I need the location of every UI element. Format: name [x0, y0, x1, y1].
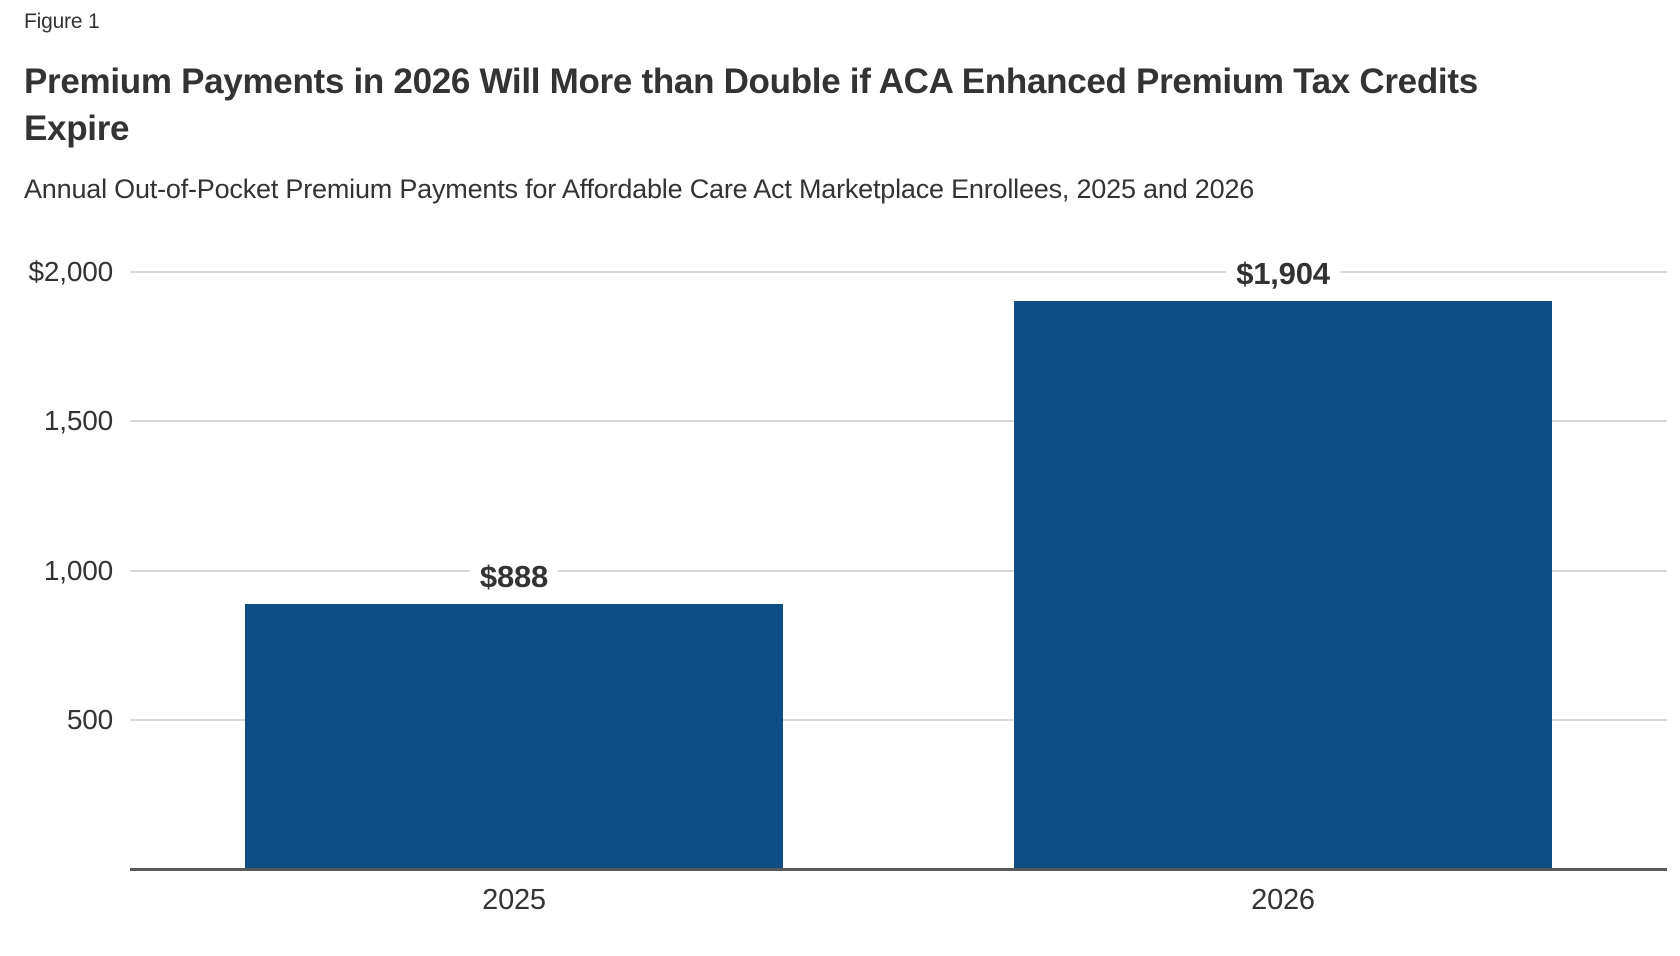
- x-axis-line: [130, 868, 1667, 871]
- y-axis-tick-label: 1,000: [43, 554, 113, 586]
- figure-label: Figure 1: [24, 10, 100, 33]
- gridline: [130, 569, 1667, 572]
- y-axis-tick-label: 1,500: [43, 405, 113, 437]
- bar-2026: [1014, 300, 1552, 869]
- x-axis-label: 2025: [482, 884, 546, 916]
- bar-2025: [245, 603, 783, 869]
- y-axis-tick-label: 500: [66, 703, 113, 735]
- gridline: [130, 271, 1667, 273]
- bar-value-label: $1,904: [1133, 254, 1433, 294]
- x-axis-label: 2026: [1251, 884, 1315, 916]
- bar-value-label: $888: [364, 557, 664, 597]
- bar-value-text: $1,904: [1226, 255, 1340, 291]
- bar-value-text: $888: [469, 558, 559, 594]
- chart-subtitle: Annual Out-of-Pocket Premium Payments fo…: [24, 174, 1255, 204]
- chart-title: Premium Payments in 2026 Will More than …: [24, 62, 1478, 148]
- y-axis-tick-label: $2,000: [28, 256, 114, 287]
- gridline: [130, 420, 1667, 423]
- gridline: [130, 718, 1667, 721]
